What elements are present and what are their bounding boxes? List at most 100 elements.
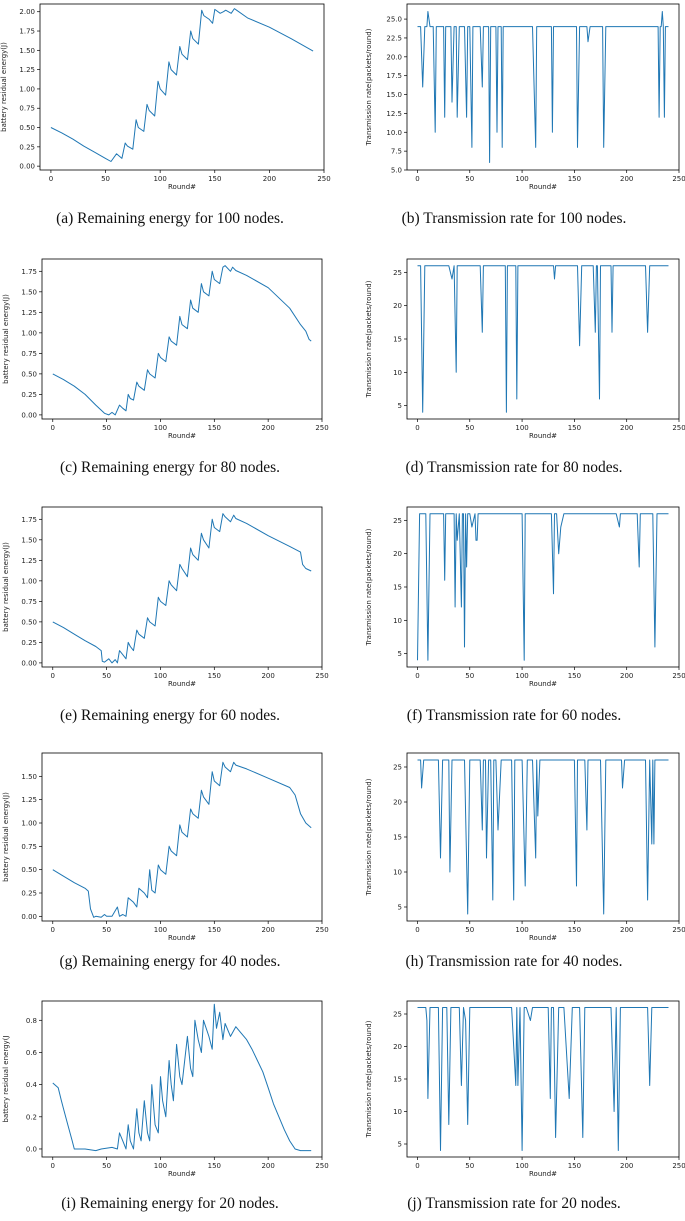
x-tick-label: 150: [568, 424, 581, 432]
y-tick-label: 1.00: [21, 329, 37, 337]
y-tick-label: 25: [393, 517, 402, 525]
y-tick-label: 10: [393, 369, 402, 377]
y-tick-label: 0.4: [26, 1081, 38, 1089]
y-tick-label: 15: [393, 1076, 402, 1084]
x-tick-label: 250: [672, 175, 685, 183]
x-tick-label: 0: [51, 926, 55, 934]
x-tick-label: 100: [515, 926, 528, 934]
x-tick-label: 200: [620, 175, 633, 183]
x-tick-label: 200: [261, 424, 274, 432]
y-tick-label: 0.75: [21, 350, 37, 358]
chart-e: 0 50 100 150 200 250 0.00 0.25 0.50 0.75 1.00 1.25 1…: [0, 503, 330, 693]
y-tick-label: 1.75: [21, 268, 37, 276]
x-axis-label: Round#: [529, 680, 557, 688]
caption-f: (f) Transmission rate for 60 nodes.: [406, 707, 622, 724]
caption-h: (h) Transmission rate for 40 nodes.: [405, 953, 623, 970]
y-tick-label: 20.0: [386, 53, 402, 61]
chart-g-svg: 0 50 100 150 200 250 0.00 0.25 0.50 0.75 1.00 1.25 1…: [2, 752, 329, 942]
x-tick-label: 100: [154, 926, 167, 934]
y-axis-label: battery residual energy(J): [2, 294, 10, 384]
chart-b: 0 50 100 150 200 250 5.0 7.5 10.0 12.5 15.0 17.5 20.…: [343, 0, 685, 198]
x-tick-label: 150: [568, 926, 581, 934]
chart-a-svg: 0 50 100 150 200 250 0.00 0.25 0.50 0.75 1.00 1.25 1…: [0, 3, 331, 191]
y-tick-label: 15: [393, 834, 402, 842]
y-tick-label: 20: [393, 799, 402, 807]
series-line-energy: [52, 265, 312, 416]
x-axis-label: Round#: [168, 934, 196, 942]
y-tick-label: 20: [393, 302, 402, 310]
y-tick-label: 0.50: [19, 124, 35, 132]
x-axis-label: Round#: [529, 432, 557, 440]
caption-b: (b) Transmission rate for 100 nodes.: [401, 210, 627, 227]
y-axis-label: battery residual energy(J): [2, 792, 10, 882]
y-tick-label: 0.25: [19, 143, 35, 151]
y-tick-label: 1.00: [19, 85, 35, 93]
y-axis-label: battery residual energy(J): [0, 42, 8, 132]
y-tick-label: 0.00: [21, 411, 37, 419]
chart-a: 0 50 100 150 200 250 0.00 0.25 0.50 0.75 1.00 1.25 1…: [0, 0, 331, 198]
caption-a: (a) Remaining energy for 100 nodes.: [56, 210, 284, 227]
caption-g: (g) Remaining energy for 40 nodes.: [59, 953, 281, 970]
chart-f-svg: 0 50 100 150 200 250 5 10 15 20 25 Round# Transmissi…: [365, 506, 685, 688]
y-tick-label: 15: [393, 336, 402, 344]
x-axis-label: Round#: [529, 934, 557, 942]
x-axis-label: Round#: [168, 1170, 196, 1178]
y-tick-label: 12.5: [386, 110, 402, 118]
series-line-rate: [417, 265, 669, 413]
y-tick-label: 0.00: [21, 659, 37, 667]
x-tick-label: 100: [515, 672, 528, 680]
chart-f: 0 50 100 150 200 250 5 10 15 20 25 Round# Transmissi…: [343, 503, 685, 693]
chart-i-svg: 0 50 100 150 200 250 0.0 0.2 0.4 0.6 0.8 Round# batt…: [2, 1000, 329, 1178]
caption-c: (c) Remaining energy for 80 nodes.: [59, 459, 281, 476]
chart-c: 0 50 100 150 200 250 0.00 0.25 0.50 0.75 1.00 1.25 1…: [0, 255, 330, 445]
series-line-energy: [52, 761, 312, 918]
x-tick-label: 0: [415, 424, 419, 432]
plot-frame: [41, 258, 323, 420]
x-tick-label: 250: [315, 926, 328, 934]
y-tick-label: 0.25: [21, 391, 37, 399]
y-tick-label: 10: [393, 1108, 402, 1116]
x-tick-label: 200: [620, 672, 633, 680]
y-axis-label: Transmission rate(packets/round): [365, 528, 373, 646]
x-tick-label: 0: [51, 424, 55, 432]
chart-h: 0 50 100 150 200 250 5 10 15 20 25 Round# Transmissi…: [343, 733, 685, 945]
x-tick-label: 200: [620, 926, 633, 934]
x-tick-label: 50: [465, 175, 474, 183]
x-tick-label: 100: [515, 424, 528, 432]
y-tick-label: 0.75: [21, 598, 37, 606]
x-tick-label: 200: [620, 1162, 633, 1170]
y-tick-label: 10: [393, 617, 402, 625]
x-tick-label: 250: [317, 175, 330, 183]
y-axis-label: battery residual energy(J): [2, 542, 10, 632]
x-tick-label: 200: [261, 1162, 274, 1170]
y-tick-label: 25.0: [386, 16, 402, 24]
caption-d: (d) Transmission rate for 80 nodes.: [405, 459, 623, 476]
y-axis-label: Transmission rate(packets/round): [365, 778, 373, 896]
x-tick-label: 250: [672, 1162, 685, 1170]
y-tick-label: 0.00: [21, 913, 37, 921]
y-tick-label: 10.0: [386, 129, 402, 137]
x-tick-label: 100: [153, 175, 166, 183]
x-tick-label: 250: [672, 424, 685, 432]
x-tick-label: 200: [261, 926, 274, 934]
x-tick-label: 0: [415, 926, 419, 934]
y-tick-label: 20: [393, 1043, 402, 1051]
series-line-rate: [417, 11, 669, 163]
chart-i: 0 50 100 150 200 250 0.0 0.2 0.4 0.6 0.8 Round# batt…: [0, 993, 330, 1183]
x-tick-label: 250: [672, 672, 685, 680]
x-tick-label: 250: [315, 1162, 328, 1170]
series-line-rate: [417, 513, 669, 661]
series-line-rate: [417, 759, 669, 915]
y-tick-label: 1.25: [19, 66, 35, 74]
y-tick-label: 1.25: [21, 796, 37, 804]
x-tick-label: 0: [49, 175, 53, 183]
x-tick-label: 150: [568, 672, 581, 680]
chart-j-svg: 0 50 100 150 200 250 5 10 15 20 25 Round# Transmissi…: [365, 1000, 685, 1178]
series-line-energy: [52, 1003, 312, 1152]
x-tick-label: 50: [465, 672, 474, 680]
y-tick-label: 25: [393, 764, 402, 772]
x-tick-label: 100: [154, 1162, 167, 1170]
series-line-rate: [417, 1007, 669, 1151]
chart-c-svg: 0 50 100 150 200 250 0.00 0.25 0.50 0.75 1.00 1.25 1…: [2, 258, 329, 440]
x-tick-label: 50: [465, 926, 474, 934]
